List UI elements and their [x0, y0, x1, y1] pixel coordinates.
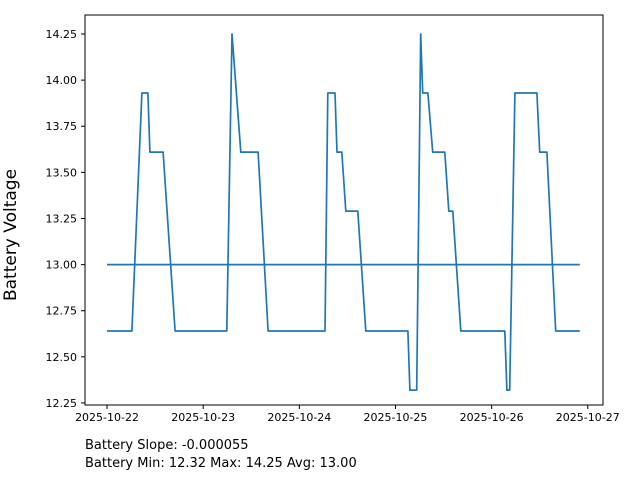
slope-annotation: Battery Slope: -0.000055	[85, 438, 249, 453]
plot-area	[84, 14, 604, 406]
x-tick-label: 2025-10-27	[556, 411, 620, 424]
x-axis-ticks: 2025-10-22 2025-10-23 2025-10-24 2025-10-25…	[75, 405, 620, 424]
y-tick-label: 13.50	[46, 166, 78, 179]
x-tick-label: 2025-10-24	[267, 411, 331, 424]
y-tick-label: 13.00	[46, 259, 78, 272]
y-tick-label: 12.50	[46, 351, 78, 364]
y-axis-ticks: 12.25 12.50 12.75 13.00 13.25 13.50 13.75 14.00…	[46, 28, 85, 410]
series-lines	[107, 33, 580, 391]
x-tick-label: 2025-10-25	[364, 411, 428, 424]
y-tick-label: 13.75	[46, 120, 78, 133]
x-tick-label: 2025-10-23	[171, 411, 235, 424]
y-axis-label: Battery Voltage	[1, 169, 21, 301]
battery-voltage-line	[107, 33, 580, 391]
minmax-annotation: Battery Min: 12.32 Max: 14.25 Avg: 13.00	[85, 456, 357, 471]
y-tick-label: 12.75	[46, 305, 78, 318]
y-tick-label: 13.25	[46, 212, 78, 225]
y-tick-label: 14.25	[46, 28, 78, 41]
y-tick-label: 12.25	[46, 397, 78, 410]
x-tick-label: 2025-10-26	[460, 411, 524, 424]
y-tick-label: 14.00	[46, 74, 78, 87]
x-tick-label: 2025-10-22	[75, 411, 139, 424]
